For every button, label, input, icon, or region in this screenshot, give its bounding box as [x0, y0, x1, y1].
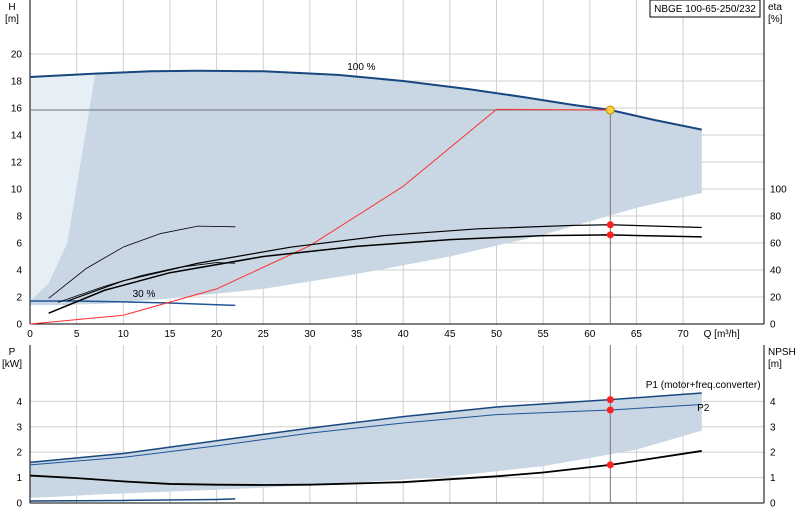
- y-tick-label: 3: [16, 422, 22, 433]
- right-tick-label: 80: [770, 212, 782, 223]
- right-axis-title: NPSH: [768, 347, 796, 358]
- y-tick-label: 10: [11, 185, 23, 196]
- y-tick-label: 18: [11, 77, 23, 88]
- duty-point-marker: [606, 406, 614, 414]
- y-tick-label: 1: [16, 473, 22, 484]
- y-tick-label: 2: [16, 293, 22, 304]
- P1-line: [29, 392, 702, 464]
- x-tick-label: 15: [164, 329, 176, 340]
- y-tick-label: 4: [16, 266, 22, 277]
- y-tick-label: 0: [16, 320, 22, 331]
- left-axis-unit: [m]: [5, 14, 19, 25]
- right-tick-label: 40: [770, 266, 782, 277]
- x-tick-label: 45: [444, 329, 456, 340]
- right-tick-label: 60: [770, 239, 782, 250]
- P-30-line: [29, 498, 236, 502]
- left-axis-title: P: [9, 347, 16, 358]
- operating-region: [30, 70, 702, 306]
- operating-region: [30, 393, 702, 498]
- x-tick-label: 0: [27, 329, 33, 340]
- right-tick-label: 0: [770, 499, 776, 510]
- eta-1-line: [48, 234, 702, 314]
- y-tick-label: 16: [11, 104, 23, 115]
- duty-point-marker: [606, 231, 614, 239]
- x-tick-label: 25: [258, 329, 270, 340]
- x-tick-label: 20: [211, 329, 223, 340]
- y-tick-label: 12: [11, 158, 23, 169]
- y-tick-label: 4: [16, 397, 22, 408]
- duty-point-marker: [606, 461, 614, 469]
- x-tick-label: 50: [491, 329, 503, 340]
- y-tick-label: 14: [11, 131, 23, 142]
- right-tick-label: 1: [770, 473, 776, 484]
- power-panel: 0 1 2 3 4 0 1 2 3 4 P[kW] NPSH[m] P1 (motor+freq.con…: [2, 345, 796, 510]
- y-tick-label: 20: [11, 50, 23, 61]
- right-tick-label: 4: [770, 397, 776, 408]
- x-axis-title: Q [m³/h]: [704, 329, 740, 340]
- curve-annotation: P1 (motor+freq.converter): [646, 380, 761, 391]
- right-axis-unit: [m]: [768, 359, 782, 370]
- left-axis-unit: [kW]: [2, 359, 22, 370]
- left-axis-title: H: [8, 2, 15, 13]
- x-tick-label: 35: [351, 329, 363, 340]
- right-tick-label: 0: [770, 320, 776, 331]
- curve-annotation: 30 %: [133, 289, 156, 300]
- y-tick-label: 8: [16, 212, 22, 223]
- x-tick-label: 30: [304, 329, 316, 340]
- curve-annotation: 100 %: [347, 62, 375, 73]
- NPSH-line: [29, 450, 702, 486]
- operating-region-light: [30, 73, 96, 302]
- x-tick-label: 60: [584, 329, 596, 340]
- y-tick-label: 0: [16, 499, 22, 510]
- chart-title: NBGE 100-65-250/232: [654, 4, 756, 15]
- y-tick-label: 6: [16, 239, 22, 250]
- right-tick-label: 100: [770, 185, 787, 196]
- P2-line: [29, 403, 702, 466]
- right-tick-label: 3: [770, 422, 776, 433]
- x-tick-label: 10: [118, 329, 130, 340]
- title-box: [649, 0, 761, 18]
- right-tick-label: 20: [770, 293, 782, 304]
- x-tick-label: 65: [631, 329, 643, 340]
- operating-point-marker: [605, 105, 615, 115]
- curve-annotation: P2: [697, 403, 710, 414]
- eta-3-line: [48, 225, 236, 299]
- x-tick-label: 55: [538, 329, 550, 340]
- duty-point-marker: [606, 221, 614, 229]
- x-tick-label: 70: [678, 329, 690, 340]
- right-tick-label: 2: [770, 448, 776, 459]
- eta-2-line: [67, 224, 702, 302]
- x-tick-label: 40: [398, 329, 410, 340]
- y-tick-label: 2: [16, 448, 22, 459]
- right-axis-unit: [%]: [768, 14, 783, 25]
- duty-point-marker: [606, 396, 614, 404]
- eta-4-line: [57, 262, 236, 303]
- right-axis-title: eta: [768, 2, 782, 13]
- system-curve-line: [29, 108, 611, 325]
- x-tick-label: 5: [74, 329, 80, 340]
- head-panel: 0 2 4 6 8 10 12 14 16 18 20 0 20 40 60 80 100 H[m] eta[%] 0…: [5, 0, 787, 340]
